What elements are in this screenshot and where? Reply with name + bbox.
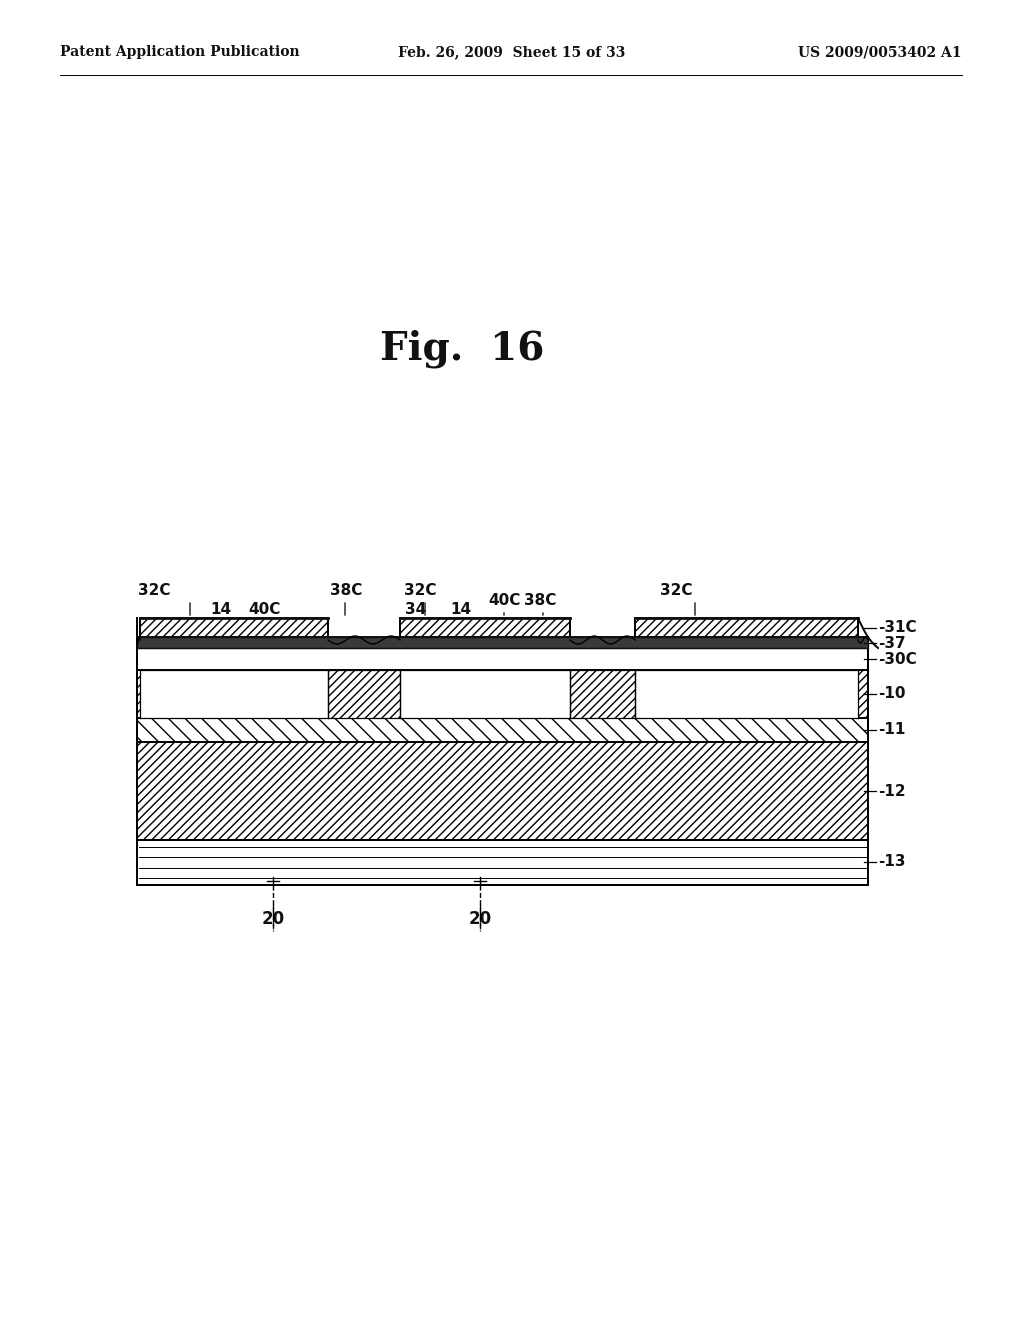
Text: 34: 34 — [406, 602, 426, 616]
Bar — [328, 671, 400, 718]
Bar — [137, 840, 868, 884]
Text: -10: -10 — [878, 686, 905, 701]
Bar — [137, 638, 868, 648]
Bar — [137, 671, 868, 718]
Bar — [635, 671, 858, 718]
Text: -30C: -30C — [878, 652, 916, 667]
Text: 14: 14 — [210, 602, 231, 616]
Bar — [400, 671, 570, 718]
Text: -12: -12 — [878, 784, 905, 799]
Bar — [635, 618, 858, 638]
Bar — [137, 742, 868, 840]
Text: 40C: 40C — [248, 602, 281, 616]
Bar — [400, 618, 570, 638]
Text: 32C: 32C — [660, 583, 692, 598]
Bar — [137, 718, 868, 742]
Bar — [140, 671, 328, 718]
Text: -13: -13 — [878, 854, 905, 870]
Text: 32C: 32C — [138, 583, 171, 598]
Text: -31C: -31C — [878, 620, 916, 635]
Bar — [140, 618, 328, 638]
Text: -11: -11 — [878, 722, 905, 738]
Text: US 2009/0053402 A1: US 2009/0053402 A1 — [799, 45, 962, 59]
Text: 20: 20 — [468, 909, 492, 928]
Text: 38C: 38C — [524, 593, 556, 609]
Bar — [570, 671, 635, 718]
Text: 20: 20 — [261, 909, 285, 928]
Text: Fig.  16: Fig. 16 — [380, 330, 545, 368]
Text: Feb. 26, 2009  Sheet 15 of 33: Feb. 26, 2009 Sheet 15 of 33 — [398, 45, 626, 59]
Text: -37: -37 — [878, 635, 905, 651]
Text: 14: 14 — [450, 602, 471, 616]
Text: 40C: 40C — [488, 593, 520, 609]
Text: 38C: 38C — [330, 583, 362, 598]
Text: Patent Application Publication: Patent Application Publication — [60, 45, 300, 59]
Bar — [137, 648, 868, 671]
Text: 32C: 32C — [404, 583, 436, 598]
